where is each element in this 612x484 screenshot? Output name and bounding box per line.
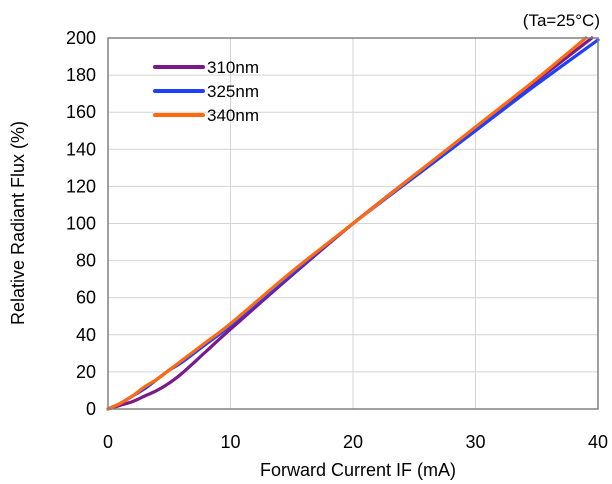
series-line-340nm — [106, 36, 588, 411]
y-tick-label: 40 — [76, 325, 96, 345]
x-axis-label: Forward Current IF (mA) — [260, 460, 456, 480]
legend-label: 340nm — [207, 106, 259, 125]
y-axis-label: Relative Radiant Flux (%) — [8, 121, 28, 325]
x-tick-label: 10 — [220, 432, 240, 452]
condition-annotation: (Ta=25°C) — [523, 11, 600, 30]
y-tick-label: 0 — [86, 399, 96, 419]
x-tick-label: 0 — [103, 432, 113, 452]
x-tick-labels: 0 10 20 30 40 — [103, 432, 608, 452]
y-tick-label: 100 — [66, 214, 96, 234]
y-tick-label: 160 — [66, 102, 96, 122]
x-tick-label: 30 — [465, 432, 485, 452]
y-tick-label: 80 — [76, 251, 96, 271]
series-lines — [106, 36, 600, 411]
y-tick-label: 140 — [66, 139, 96, 159]
legend: 310nm 325nm 340nm — [153, 58, 259, 125]
x-tick-label: 20 — [343, 432, 363, 452]
plot-frame — [107, 37, 599, 410]
y-tick-label: 200 — [66, 28, 96, 48]
y-tick-label: 120 — [66, 176, 96, 196]
y-tick-labels: 0 20 40 60 80 100 120 140 160 180 200 — [66, 28, 96, 419]
y-tick-label: 180 — [66, 65, 96, 85]
y-tick-label: 20 — [76, 362, 96, 382]
legend-label: 310nm — [207, 58, 259, 77]
x-tick-label: 40 — [588, 432, 608, 452]
legend-label: 325nm — [207, 82, 259, 101]
y-tick-label: 60 — [76, 288, 96, 308]
